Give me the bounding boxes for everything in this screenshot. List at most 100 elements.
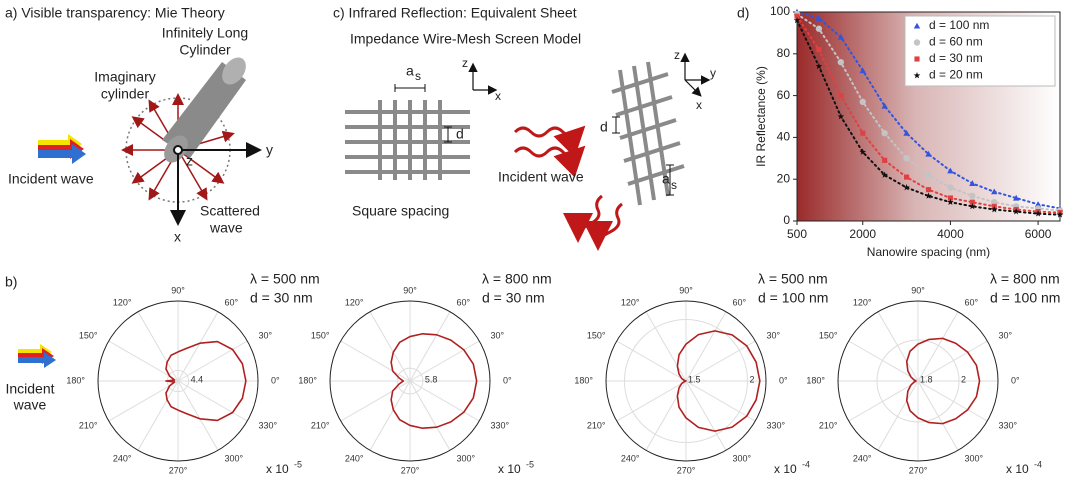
legend-label: d = 60 nm <box>929 35 983 49</box>
data-point <box>1034 210 1042 217</box>
theta-grid <box>645 380 687 451</box>
multiplier-exponent: -4 <box>802 459 810 469</box>
theta-grid <box>340 340 411 382</box>
theta-tick-label: 60° <box>965 297 979 307</box>
theta-grid <box>177 380 248 422</box>
label: Scattered <box>200 203 260 219</box>
legend-marker <box>913 39 921 46</box>
polar-frame <box>605 300 767 462</box>
theta-tick-label: 120° <box>853 297 872 307</box>
axis-label: z <box>462 56 468 70</box>
theta-grid <box>848 340 919 382</box>
theta-tick-label: 120° <box>621 297 640 307</box>
x-tick-label: 500 <box>787 227 807 241</box>
wave-arrows <box>513 125 623 251</box>
theta-tick-label: 60° <box>733 297 747 307</box>
axis-label: x <box>495 89 501 103</box>
r-tick-label: 4.4 <box>191 374 204 384</box>
data-point <box>1034 201 1042 207</box>
r-tick-label: 5.8 <box>425 374 438 384</box>
theta-tick-label: 270° <box>401 465 420 475</box>
theta-grid <box>340 380 411 422</box>
polar-curve <box>676 330 761 432</box>
r-tick-label: 2 <box>961 374 966 384</box>
theta-tick-label: 270° <box>169 465 188 475</box>
data-point <box>904 174 910 180</box>
panel-title: c) Infrared Reflection: Equivalent Sheet <box>333 5 577 21</box>
incident-arrow <box>38 134 86 164</box>
theta-tick-label: 120° <box>113 297 132 307</box>
theta-tick-label: 90° <box>679 285 693 295</box>
theta-grid <box>685 380 727 451</box>
panel-title: a) Visible transparency: Mie Theory <box>5 5 225 21</box>
theta-tick-label: 90° <box>911 285 925 295</box>
x-tick-label: 6000 <box>1025 227 1052 241</box>
data-point <box>925 150 932 157</box>
data-point <box>837 33 845 40</box>
theta-tick-label: 30° <box>767 330 781 340</box>
theta-tick-label: 210° <box>819 420 838 430</box>
y-tick-label: 0 <box>783 213 790 227</box>
data-point <box>969 180 976 186</box>
multiplier-exponent: -5 <box>526 459 534 469</box>
legend-label: d = 30 nm <box>929 51 983 65</box>
label: d <box>600 119 608 135</box>
data-point <box>990 205 998 213</box>
theta-grid <box>848 380 919 422</box>
panel-title: d) <box>737 5 749 21</box>
theta-tick-label: 300° <box>965 453 984 463</box>
annotation: d = 30 nm <box>250 290 313 306</box>
polar-curve <box>905 337 981 425</box>
label: Incident wave <box>498 169 584 185</box>
label: wave <box>13 397 47 413</box>
label: wave <box>209 220 243 236</box>
annotation: λ = 800 nm <box>990 271 1060 287</box>
label: s <box>415 69 421 83</box>
label: Infinitely Long <box>162 25 248 41</box>
data-point <box>794 13 800 19</box>
theta-grid <box>685 380 756 422</box>
legend-marker <box>913 71 921 79</box>
r-tick-label: 2 <box>750 374 755 384</box>
theta-tick-label: 30° <box>999 330 1013 340</box>
panel-c: c) Infrared Reflection: Equivalent Sheet… <box>333 5 716 251</box>
multiplier: x 10 <box>1006 462 1029 476</box>
theta-grid <box>685 340 756 382</box>
data-point <box>859 67 866 74</box>
theta-tick-label: 180° <box>66 375 85 385</box>
theta-grid <box>108 380 179 422</box>
theta-tick-label: 330° <box>259 420 278 430</box>
annotation: λ = 500 nm <box>250 271 320 287</box>
legend-marker <box>913 22 921 29</box>
data-point <box>882 157 888 163</box>
r-tick-label: 1.5 <box>688 374 701 384</box>
data-point <box>991 188 998 195</box>
r-tick-label: 1.8 <box>920 374 933 384</box>
panel-b: b) Incident wave <box>5 274 56 413</box>
legend-marker <box>914 56 920 62</box>
square-mesh <box>345 100 470 180</box>
data-point <box>947 195 953 201</box>
tilted-mesh <box>611 61 685 206</box>
polar-frame <box>837 300 999 462</box>
theta-tick-label: 330° <box>491 420 510 430</box>
axis-label: z <box>674 48 680 62</box>
legend-label: d = 100 nm <box>929 18 989 32</box>
data-point <box>903 184 910 191</box>
theta-grid <box>409 380 480 422</box>
data-point <box>793 16 801 24</box>
data-point <box>881 102 888 109</box>
x-tick-label: 4000 <box>937 227 964 241</box>
theta-grid <box>177 311 219 382</box>
panel-title: b) <box>5 274 17 290</box>
theta-tick-label: 300° <box>733 453 752 463</box>
data-point <box>1012 208 1020 215</box>
theta-tick-label: 330° <box>999 420 1018 430</box>
data-point <box>815 62 823 70</box>
multiplier: x 10 <box>266 462 289 476</box>
data-point <box>859 98 866 106</box>
polar-frame <box>329 300 491 462</box>
data-point <box>815 25 823 32</box>
theta-grid <box>685 311 727 382</box>
data-point <box>947 198 954 206</box>
